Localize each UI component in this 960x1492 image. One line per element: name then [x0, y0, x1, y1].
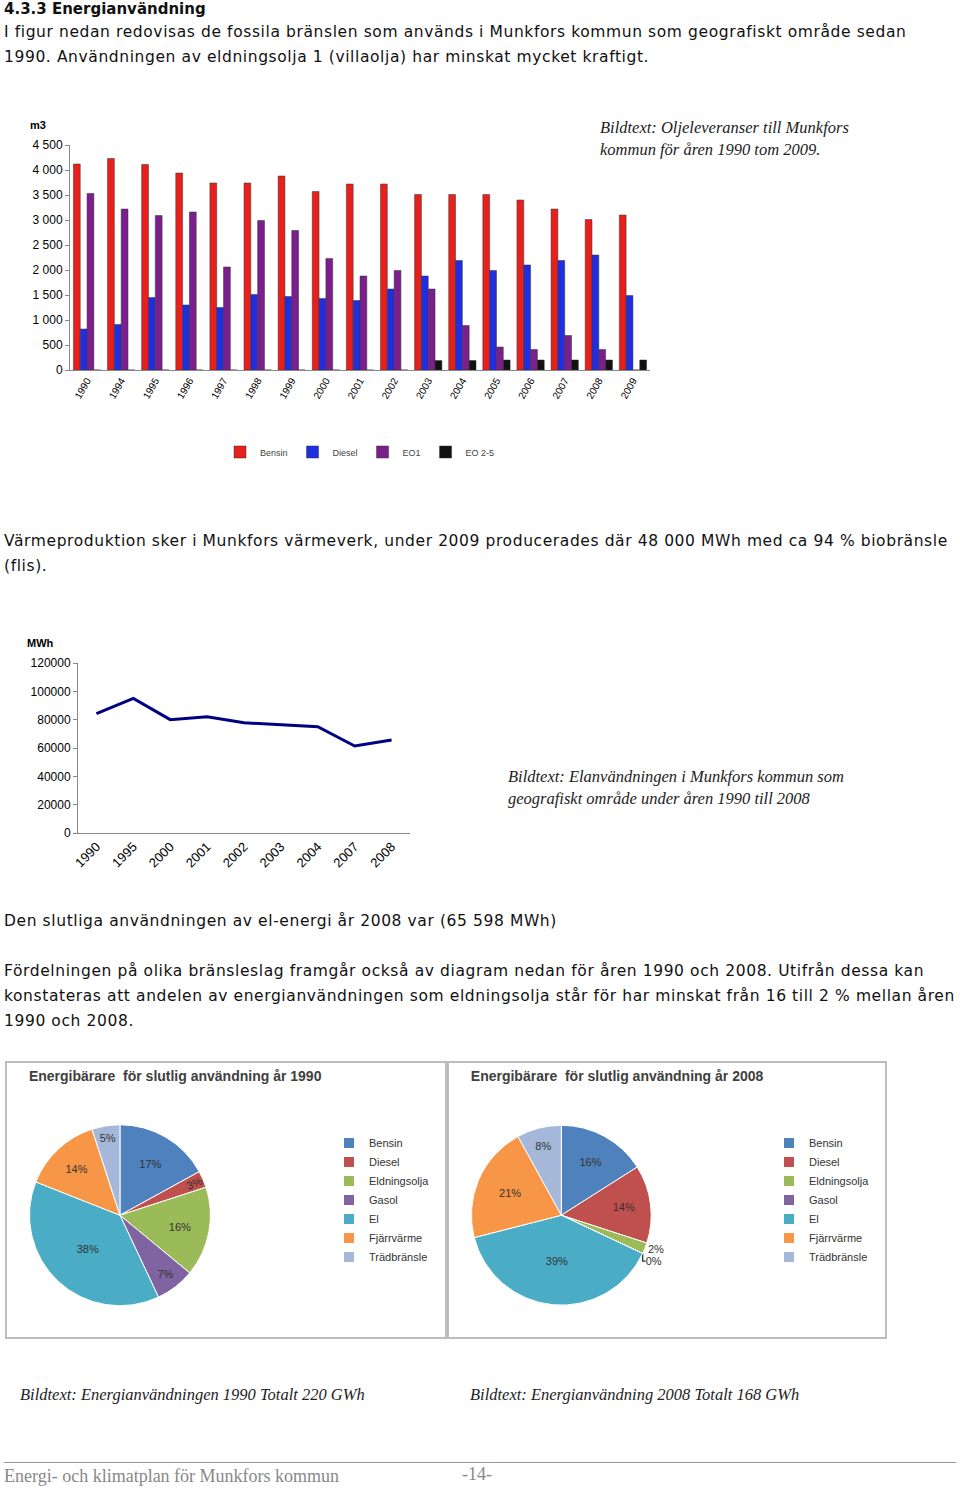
svg-text:1 500: 1 500 — [33, 288, 63, 302]
svg-text:8%: 8% — [535, 1140, 551, 1152]
svg-text:21%: 21% — [499, 1187, 521, 1199]
svg-text:2%: 2% — [648, 1243, 664, 1255]
html-text:Fördelningen på olika bränsles: Fördelningen på olika bränsleslag framgå… — [4, 962, 955, 1030]
html-text:Bildtext: Energianvändning 200: Bildtext: Energianvändning 2008 Totalt 1… — [470, 1385, 800, 1404]
svg-text:2000: 2000 — [311, 376, 332, 401]
svg-text:0: 0 — [64, 826, 71, 840]
html-text:Den slutliga användningen av e: Den slutliga användningen av el-energi å… — [4, 912, 557, 930]
svg-text:14%: 14% — [65, 1163, 87, 1175]
svg-text:2002: 2002 — [220, 839, 251, 870]
svg-text:2001: 2001 — [345, 376, 366, 401]
svg-text:Fjärrvärme: Fjärrvärme — [809, 1232, 862, 1244]
svg-text:4 000: 4 000 — [33, 163, 63, 177]
svg-text:100000: 100000 — [31, 685, 71, 699]
svg-text:2009: 2009 — [618, 376, 639, 401]
html-text:Värmeproduktion sker i Munkfor: Värmeproduktion sker i Munkfors värmever… — [4, 532, 948, 575]
svg-text:2004: 2004 — [293, 839, 324, 870]
html-text:I figur nedan redovisas de fos: I figur nedan redovisas de fossila bräns… — [4, 23, 907, 66]
svg-text:Bensin: Bensin — [260, 448, 288, 458]
svg-text:2003: 2003 — [257, 839, 288, 870]
svg-text:39%: 39% — [546, 1255, 568, 1267]
svg-text:Eldningsolja: Eldningsolja — [809, 1175, 869, 1187]
svg-text:2006: 2006 — [516, 376, 537, 401]
svg-text:500: 500 — [43, 338, 63, 352]
svg-text:El: El — [369, 1213, 379, 1225]
svg-text:Diesel: Diesel — [369, 1156, 400, 1168]
svg-text:Eldningsolja: Eldningsolja — [369, 1175, 429, 1187]
svg-text:Gasol: Gasol — [809, 1194, 838, 1206]
svg-text:4 500: 4 500 — [33, 138, 63, 152]
svg-text:2005: 2005 — [482, 376, 503, 401]
html-text:4.3.3 Energianvändning: 4.3.3 Energianvändning — [4, 0, 206, 18]
html-text:Bildtext: Oljeleveranser till: Bildtext: Oljeleveranser till Munkfors k… — [600, 118, 849, 159]
svg-text:Trädbränsle: Trädbränsle — [369, 1251, 427, 1263]
svg-text:m3: m3 — [30, 119, 46, 131]
svg-text:80000: 80000 — [37, 713, 71, 727]
svg-text:2004: 2004 — [448, 376, 469, 401]
svg-text:Energibärare för slutlig anvä: Energibärare för slutlig användning år 1… — [29, 1068, 322, 1084]
svg-text:20000: 20000 — [37, 798, 71, 812]
svg-text:2008: 2008 — [584, 376, 605, 401]
svg-text:2002: 2002 — [380, 376, 401, 401]
svg-text:0: 0 — [56, 363, 63, 377]
svg-text:1990: 1990 — [72, 376, 93, 401]
svg-text:2000: 2000 — [146, 839, 177, 870]
svg-text:2003: 2003 — [414, 376, 435, 401]
html-text:Bildtext: Energianvändningen 1: Bildtext: Energianvändningen 1990 Totalt… — [20, 1385, 365, 1404]
svg-text:3 500: 3 500 — [33, 188, 63, 202]
svg-text:Energibärare för slutlig anvä: Energibärare för slutlig användning år 2… — [471, 1068, 764, 1084]
svg-text:El: El — [809, 1213, 819, 1225]
svg-text:38%: 38% — [77, 1243, 99, 1255]
svg-text:Bensin: Bensin — [369, 1137, 403, 1149]
svg-text:3 000: 3 000 — [33, 213, 63, 227]
svg-text:120000: 120000 — [31, 656, 71, 670]
html-text:Bildtext: Elanvändningen i Mun: Bildtext: Elanvändningen i Munkfors komm… — [508, 767, 844, 808]
svg-text:1995: 1995 — [141, 376, 162, 401]
svg-text:2007: 2007 — [550, 376, 571, 401]
svg-text:Diesel: Diesel — [809, 1156, 840, 1168]
svg-text:1990: 1990 — [72, 839, 103, 870]
svg-text:1994: 1994 — [107, 376, 128, 401]
svg-text:2007: 2007 — [330, 839, 361, 870]
svg-text:Trädbränsle: Trädbränsle — [809, 1251, 867, 1263]
svg-text:1998: 1998 — [243, 376, 264, 401]
svg-text:16%: 16% — [579, 1156, 601, 1168]
svg-text:14%: 14% — [613, 1201, 635, 1213]
svg-text:EO1: EO1 — [403, 448, 421, 458]
svg-text:EO 2-5: EO 2-5 — [466, 448, 495, 458]
html-text:Energi- och klimatplan för Mun: Energi- och klimatplan för Munkfors komm… — [4, 1466, 340, 1486]
svg-text:2008: 2008 — [367, 839, 398, 870]
svg-text:1 000: 1 000 — [33, 313, 63, 327]
svg-text:3%: 3% — [185, 1174, 205, 1191]
svg-text:MWh: MWh — [27, 637, 54, 649]
svg-text:Diesel: Diesel — [333, 448, 358, 458]
svg-text:2 500: 2 500 — [33, 238, 63, 252]
svg-text:40000: 40000 — [37, 770, 71, 784]
svg-text:60000: 60000 — [37, 741, 71, 755]
html-text:-14-: -14- — [462, 1464, 492, 1484]
svg-text:7%: 7% — [157, 1268, 173, 1280]
svg-text:2001: 2001 — [183, 839, 214, 870]
svg-text:Fjärrvärme: Fjärrvärme — [369, 1232, 422, 1244]
svg-text:17%: 17% — [139, 1158, 161, 1170]
svg-text:1995: 1995 — [109, 839, 140, 870]
svg-text:0%: 0% — [646, 1255, 662, 1267]
svg-text:16%: 16% — [169, 1221, 191, 1233]
svg-text:1999: 1999 — [277, 376, 298, 401]
svg-text:5%: 5% — [100, 1132, 116, 1144]
svg-text:1996: 1996 — [175, 376, 196, 401]
svg-text:2 000: 2 000 — [33, 263, 63, 277]
svg-text:1997: 1997 — [209, 376, 230, 401]
svg-text:Gasol: Gasol — [369, 1194, 398, 1206]
svg-text:Bensin: Bensin — [809, 1137, 843, 1149]
